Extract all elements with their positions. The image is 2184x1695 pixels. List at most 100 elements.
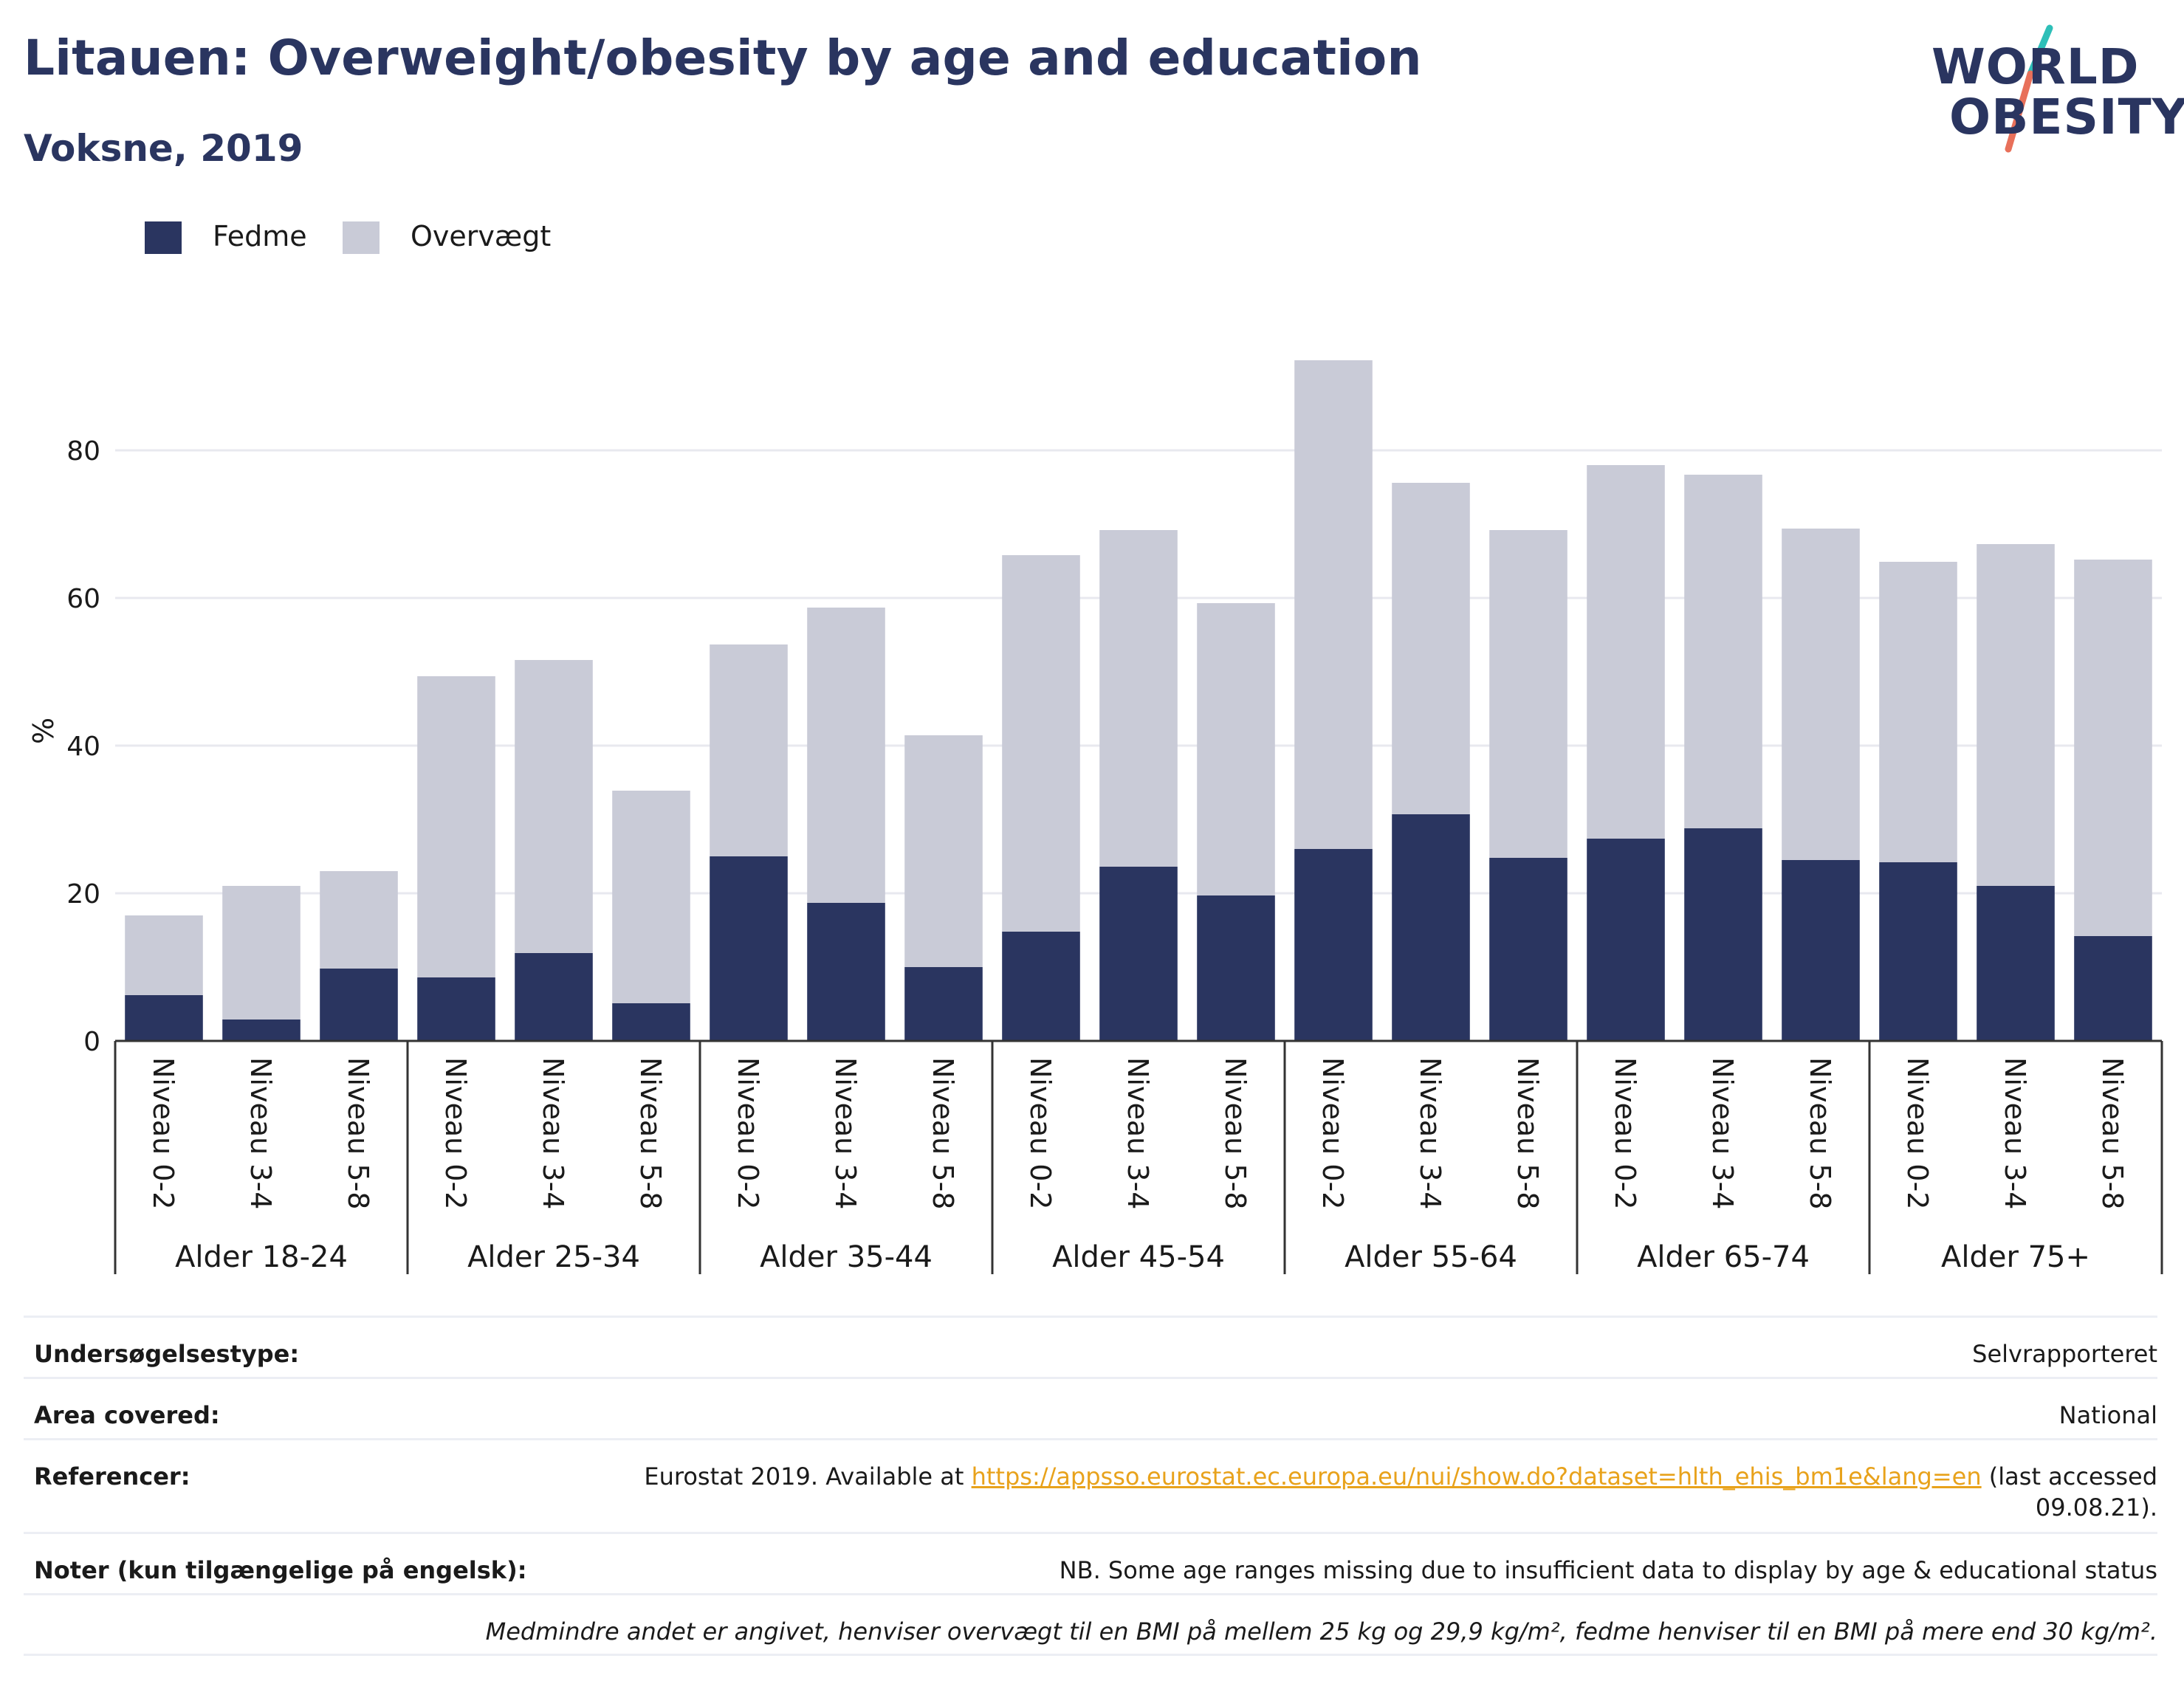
bar-fedme <box>1587 839 1665 1041</box>
x-tick-label: Niveau 5-8 <box>927 1057 959 1209</box>
group-label: Alder 65-74 <box>1637 1240 1810 1274</box>
bar-fedme <box>1099 867 1178 1041</box>
bar-overvaegt <box>904 735 983 967</box>
group-label: Alder 45-54 <box>1052 1240 1225 1274</box>
bar-fedme <box>612 1003 690 1041</box>
world-obesity-logo: WORLD OBESITY <box>1920 22 2184 155</box>
x-tick-label: Niveau 5-8 <box>2096 1057 2129 1209</box>
legend-swatch-overvaegt <box>343 221 380 254</box>
group-label: Alder 18-24 <box>175 1240 348 1274</box>
bar-fedme <box>2074 936 2152 1041</box>
page-subtitle: Voksne, 2019 <box>24 127 303 170</box>
bar-fedme <box>1392 814 1470 1041</box>
bar-overvaegt <box>1489 530 1567 858</box>
x-tick-label: Niveau 5-8 <box>342 1057 374 1209</box>
info-value: National <box>2058 1401 2157 1429</box>
bar-fedme <box>125 995 203 1041</box>
bar-overvaegt <box>125 915 203 995</box>
bar-overvaegt <box>2074 560 2152 936</box>
x-tick-label: Niveau 5-8 <box>1219 1057 1251 1209</box>
bar-overvaegt <box>1684 475 1762 828</box>
bar-fedme <box>515 953 593 1041</box>
x-tick-label: Niveau 0-2 <box>1316 1057 1349 1209</box>
info-table: Undersøgelsestype: Selvrapporteret Area … <box>24 1316 2157 1657</box>
x-tick-label: Niveau 3-4 <box>829 1057 862 1209</box>
bar-fedme <box>417 977 495 1041</box>
info-label: Area covered: <box>34 1401 220 1429</box>
group-label: Alder 75+ <box>1941 1240 2090 1274</box>
y-tick-label: 60 <box>66 584 100 614</box>
legend-swatch-fedme <box>145 221 182 254</box>
bar-overvaegt <box>710 644 788 856</box>
x-tick-label: Niveau 0-2 <box>439 1057 472 1209</box>
reference-date: 09.08.21). <box>2035 1493 2157 1522</box>
bar-fedme <box>1977 886 2055 1041</box>
x-tick-label: Niveau 3-4 <box>1706 1057 1739 1209</box>
legend-label-fedme: Fedme <box>213 220 307 252</box>
bar-fedme <box>1002 932 1080 1041</box>
x-tick-label: Niveau 0-2 <box>1609 1057 1641 1209</box>
bar-fedme <box>710 856 788 1041</box>
info-row-footnote: Medmindre andet er angivet, henviser ove… <box>24 1593 2157 1657</box>
bar-overvaegt <box>320 871 398 969</box>
legend-label-overvaegt: Overvægt <box>411 220 552 252</box>
x-tick-label: Niveau 3-4 <box>1414 1057 1446 1209</box>
bar-fedme <box>222 1020 301 1041</box>
reference-prefix: Eurostat 2019. Available at <box>644 1462 972 1491</box>
bar-overvaegt <box>417 676 495 977</box>
x-tick-label: Niveau 0-2 <box>147 1057 179 1209</box>
y-tick-label: 0 <box>83 1027 100 1057</box>
info-label: Referencer: <box>34 1462 190 1491</box>
bar-fedme <box>1489 858 1567 1041</box>
reference-suffix: (last accessed <box>1981 1462 2157 1491</box>
group-label: Alder 55-64 <box>1345 1240 1517 1274</box>
info-row-area: Area covered: National <box>24 1377 2157 1438</box>
bar-overvaegt <box>612 791 690 1003</box>
y-tick-label: 20 <box>66 879 100 910</box>
x-tick-label: Niveau 0-2 <box>1024 1057 1057 1209</box>
bar-overvaegt <box>1392 483 1470 814</box>
x-tick-label: Niveau 3-4 <box>1999 1057 2031 1209</box>
x-tick-label: Niveau 0-2 <box>732 1057 764 1209</box>
stacked-bar-chart: 0 20 40 60 80% Niveau 0-2 Niveau 3-4 Niveau 5-8… <box>27 360 2163 1274</box>
info-label: Noter (kun tilgængelige på engelsk): <box>34 1556 527 1584</box>
bar-overvaegt <box>1099 530 1178 867</box>
group-label: Alder 35-44 <box>760 1240 933 1274</box>
info-value: Selvrapporteret <box>1972 1340 2157 1368</box>
footnote-text: Medmindre andet er angivet, henviser ove… <box>485 1617 2157 1646</box>
bar-fedme <box>1197 895 1275 1041</box>
bar-overvaegt <box>1587 465 1665 839</box>
x-tick-label: Niveau 3-4 <box>537 1057 569 1209</box>
logo-text-obesity: OBESITY <box>1949 89 2184 145</box>
bar-overvaegt <box>1782 529 1860 860</box>
bar-fedme <box>1782 860 1860 1041</box>
x-tick-label: Niveau 5-8 <box>1511 1057 1544 1209</box>
info-label: Undersøgelsestype: <box>34 1340 300 1368</box>
info-value: Eurostat 2019. Available at https://apps… <box>644 1461 2157 1523</box>
bar-overvaegt <box>222 886 301 1020</box>
x-tick-label: Niveau 5-8 <box>1804 1057 1836 1209</box>
x-tick-label: Niveau 3-4 <box>244 1057 277 1209</box>
bar-overvaegt <box>807 608 885 903</box>
info-bottom-rule <box>24 1654 2157 1656</box>
info-value: NB. Some age ranges missing due to insuf… <box>1059 1556 2157 1584</box>
page-title: Litauen: Overweight/obesity by age and e… <box>24 30 1422 86</box>
bar-overvaegt <box>515 660 593 953</box>
bar-overvaegt <box>1977 544 2055 886</box>
bar-fedme <box>1684 828 1762 1041</box>
x-tick-label: Niveau 3-4 <box>1122 1057 1154 1209</box>
bar-fedme <box>320 969 398 1041</box>
y-axis-label: % <box>27 718 60 744</box>
bar-fedme <box>1879 862 1957 1041</box>
bar-fedme <box>1294 849 1373 1041</box>
info-row-references: Referencer: Eurostat 2019. Available at … <box>24 1438 2157 1532</box>
group-label: Alder 25-34 <box>467 1240 640 1274</box>
reference-link[interactable]: https://appsso.eurostat.ec.europa.eu/nui… <box>971 1462 1982 1491</box>
bar-overvaegt <box>1879 562 1957 862</box>
info-row-survey-type: Undersøgelsestype: Selvrapporteret <box>24 1316 2157 1377</box>
bar-overvaegt <box>1197 603 1275 895</box>
bar-fedme <box>904 967 983 1041</box>
bar-overvaegt <box>1002 555 1080 932</box>
bar-fedme <box>807 903 885 1041</box>
y-tick-label: 80 <box>66 436 100 467</box>
